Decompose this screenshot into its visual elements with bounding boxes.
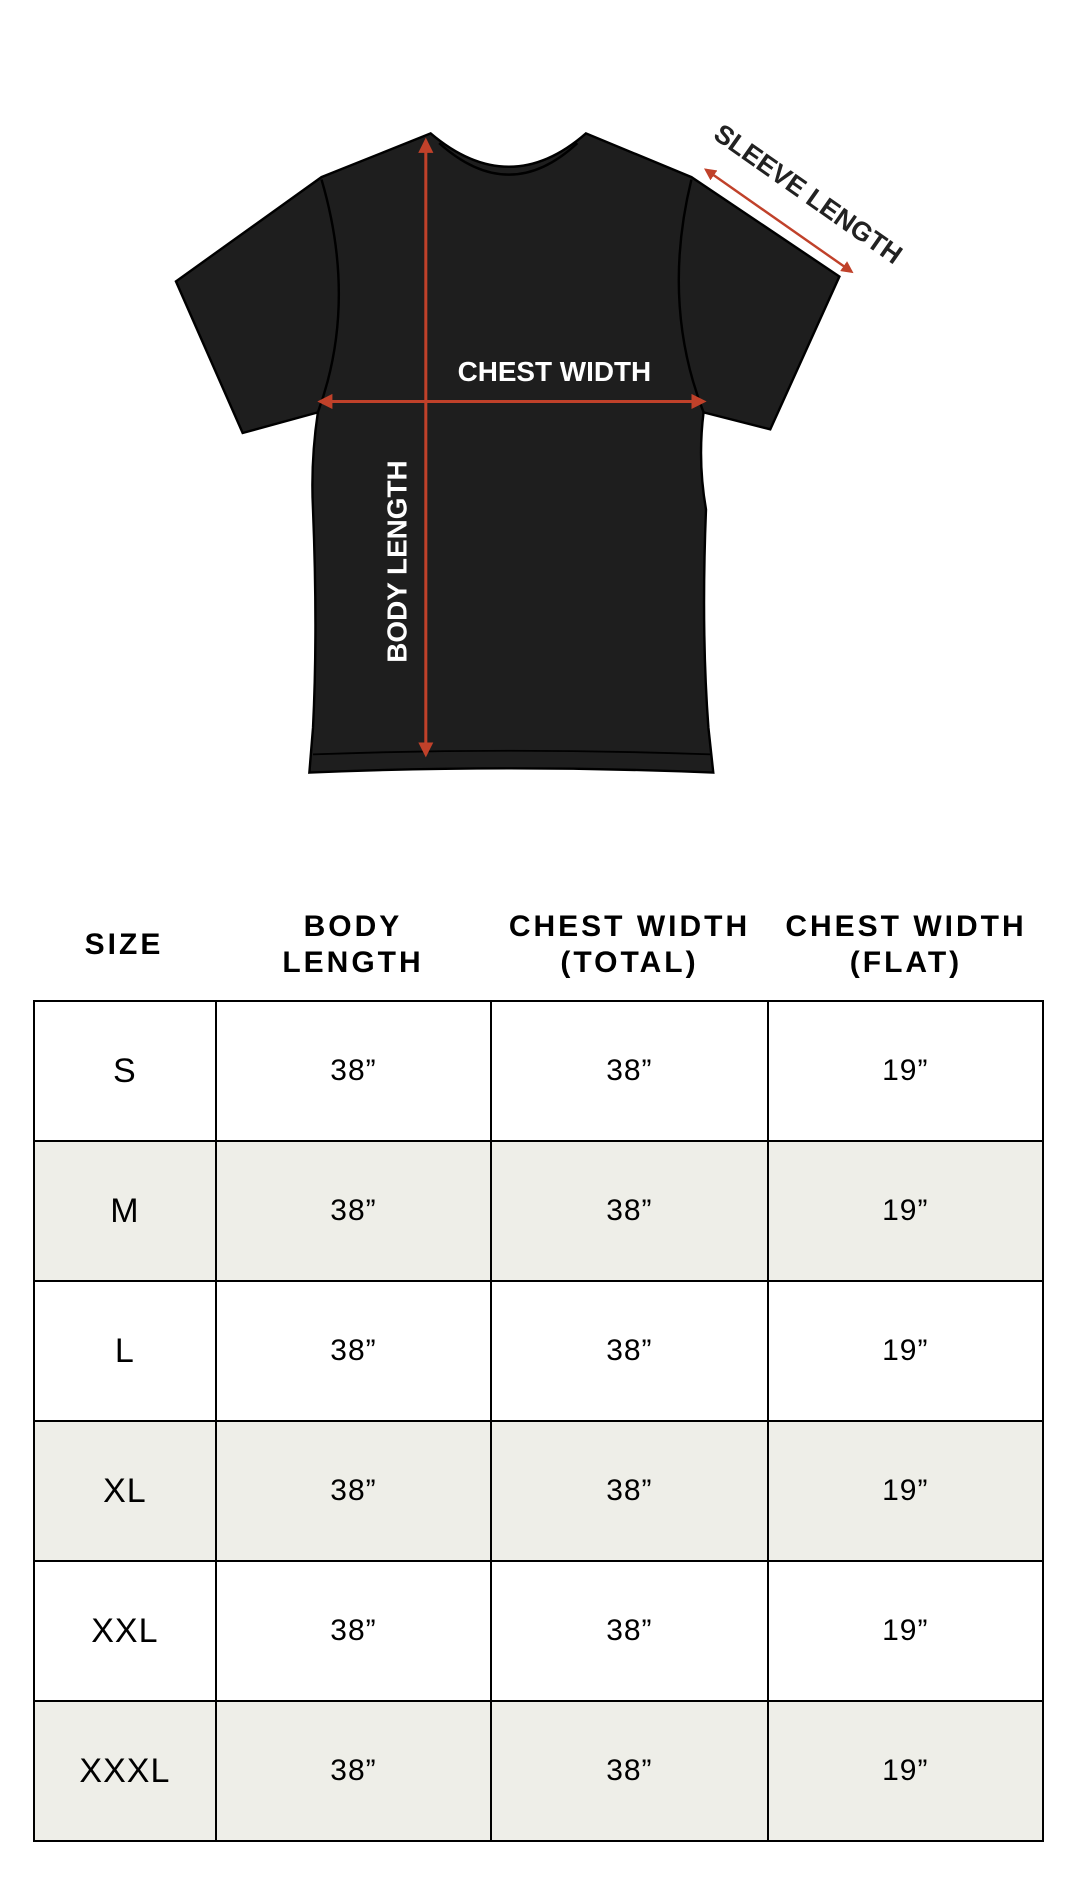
- tshirt-measurement-diagram: CHEST WIDTH BODY LENGTH SLEEVE LENGTH: [174, 118, 908, 774]
- measurement-cell: 38”: [490, 1560, 769, 1702]
- measurement-cell: 19”: [766, 1700, 1045, 1842]
- header-text: CHEST WIDTH: [785, 910, 1027, 943]
- hem-seam: [312, 749, 711, 756]
- header-chest-total: CHEST WIDTH (TOTAL): [491, 900, 768, 990]
- measurement-cell: 19”: [766, 1140, 1045, 1282]
- header-text: LENGTH: [282, 946, 424, 979]
- table-row: XXXL 38” 38” 19”: [33, 1700, 1045, 1842]
- size-cell: L: [33, 1280, 217, 1422]
- header-body-length: BODY LENGTH: [215, 900, 491, 990]
- table-row: M 38” 38” 19”: [33, 1140, 1045, 1282]
- measurement-cell: 38”: [214, 1700, 493, 1842]
- table-row: L 38” 38” 19”: [33, 1280, 1045, 1422]
- size-cell: M: [33, 1140, 217, 1282]
- measurement-cell: 19”: [766, 1560, 1045, 1702]
- chest-width-label: CHEST WIDTH: [458, 356, 652, 387]
- measurement-cell: 38”: [214, 1140, 493, 1282]
- measurement-cell: 38”: [214, 1000, 493, 1142]
- size-cell: XXXL: [33, 1700, 217, 1842]
- measurement-cell: 38”: [490, 1140, 769, 1282]
- measurement-cell: 19”: [766, 1000, 1045, 1142]
- header-size: SIZE: [33, 900, 215, 990]
- table-row: XL 38” 38” 19”: [33, 1420, 1045, 1562]
- header-text: CHEST WIDTH: [508, 910, 751, 943]
- measurement-cell: 38”: [490, 1000, 769, 1142]
- header-text: (TOTAL): [560, 946, 699, 979]
- size-chart-table: S 38” 38” 19” M 38” 38” 19” L 38” 38” 19” XL 38” 38” 19…: [33, 1000, 1045, 1842]
- sleeve-length-arrow: [703, 168, 854, 274]
- header-chest-flat: CHEST WIDTH (FLAT): [768, 900, 1044, 990]
- measurement-cell: 38”: [490, 1700, 769, 1842]
- header-text: SIZE: [84, 928, 164, 961]
- measurement-cell: 38”: [490, 1280, 769, 1422]
- measurement-cell: 38”: [490, 1420, 769, 1562]
- measurement-cell: 19”: [766, 1420, 1045, 1562]
- header-text: BODY: [303, 910, 403, 943]
- measurement-cell: 38”: [214, 1560, 493, 1702]
- size-cell: XL: [33, 1420, 217, 1562]
- table-row: XXL 38” 38” 19”: [33, 1560, 1045, 1702]
- left-sleeve-seam: [316, 179, 341, 413]
- measurement-cell: 38”: [214, 1280, 493, 1422]
- measurement-cell: 19”: [766, 1280, 1045, 1422]
- body-length-label: BODY LENGTH: [381, 460, 412, 662]
- measurement-cell: 38”: [214, 1420, 493, 1562]
- header-text: (FLAT): [849, 946, 963, 979]
- table-row: S 38” 38” 19”: [33, 1000, 1045, 1142]
- right-sleeve-seam: [677, 179, 705, 413]
- size-cell: XXL: [33, 1560, 217, 1702]
- size-cell: S: [33, 1000, 217, 1142]
- collar-seam: [438, 142, 579, 176]
- tshirt-shape: [174, 132, 841, 774]
